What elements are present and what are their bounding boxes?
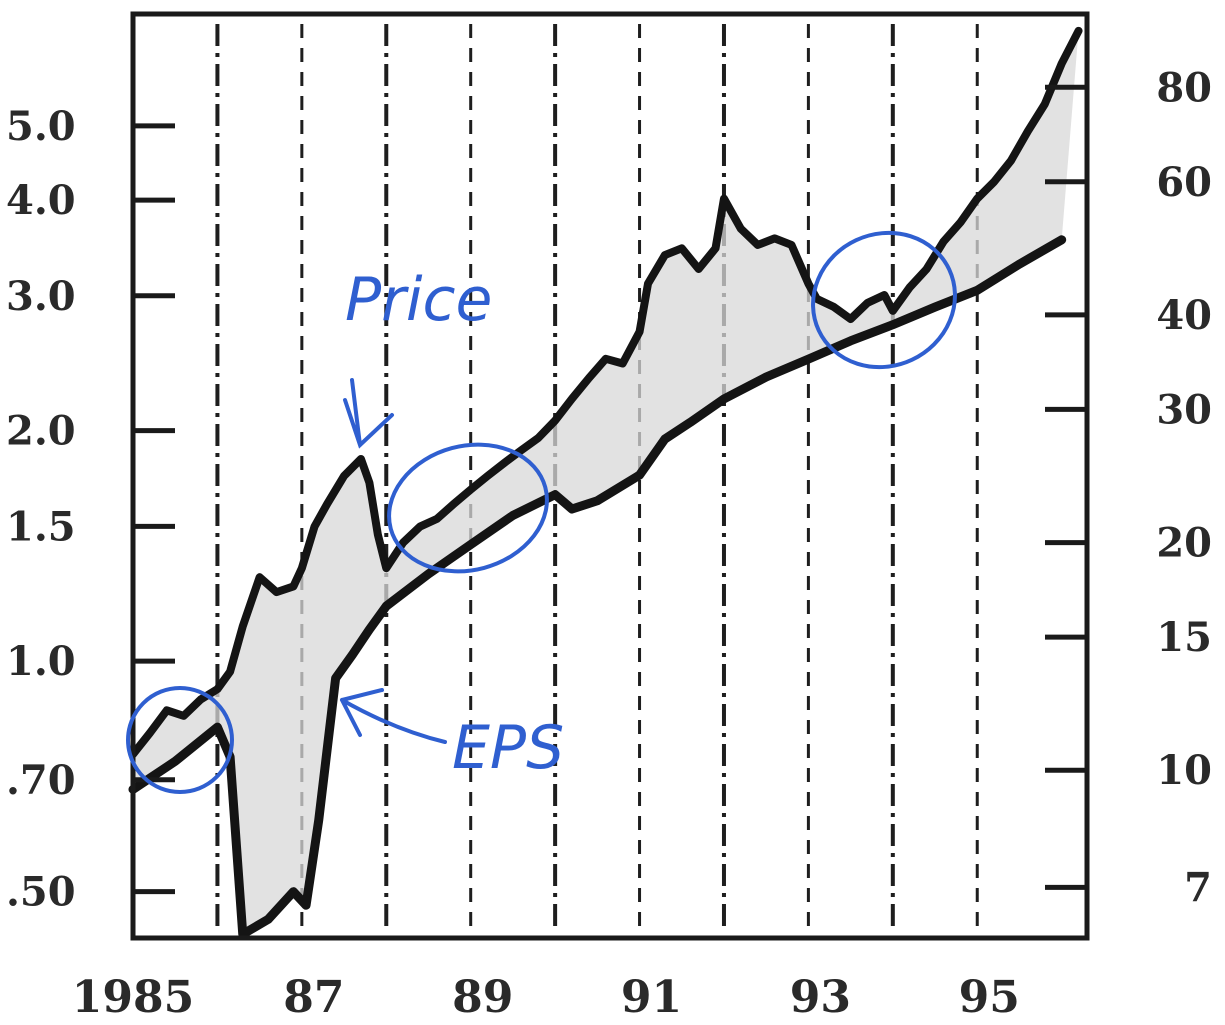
right-tick-label: 20 — [1156, 520, 1212, 567]
left-axis: 5.0 4.0 3.0 2.0 1.5 1.0 .70 .50 — [6, 103, 175, 916]
series-price-line — [129, 26, 1083, 759]
series-lines — [128, 26, 1083, 939]
right-tick-label: 80 — [1156, 64, 1212, 111]
left-tick-label: 2.0 — [6, 408, 76, 455]
right-tick-label: 7 — [1184, 864, 1212, 911]
right-tick-label: 40 — [1156, 292, 1212, 339]
x-tick-label: 93 — [790, 972, 851, 1023]
price-annotation-label: Price — [345, 265, 492, 335]
x-tick-label: 87 — [283, 972, 344, 1023]
x-tick-label: 95 — [959, 972, 1020, 1023]
highlight-circle — [387, 442, 549, 574]
highlight-circle — [126, 686, 234, 794]
x-tick-label: 1985 — [72, 972, 194, 1023]
plot-frame — [130, 11, 1090, 941]
handwritten-annotations: Price EPS — [126, 230, 957, 794]
left-tick-label: 4.0 — [6, 177, 76, 224]
series-eps-line — [128, 235, 1067, 939]
x-axis: 1985 87 89 91 93 95 — [72, 972, 1020, 1023]
left-tick-label: 1.5 — [6, 503, 76, 550]
price-arrow-icon — [343, 378, 394, 449]
eps-annotation-label: EPS — [452, 713, 564, 783]
highlight-circle — [811, 230, 957, 370]
left-tick-label: 1.0 — [6, 638, 76, 685]
right-tick-label: 15 — [1156, 614, 1212, 661]
eps-arrow-icon — [340, 688, 447, 744]
left-tick-label: .70 — [6, 757, 76, 804]
right-tick-label: 10 — [1156, 747, 1212, 794]
spread-area — [133, 30, 1079, 935]
price-eps-spread-fill — [133, 30, 1079, 935]
left-tick-label: .50 — [6, 869, 76, 916]
right-tick-label: 60 — [1156, 159, 1212, 206]
right-tick-label: 30 — [1156, 386, 1212, 433]
left-tick-label: 3.0 — [6, 273, 76, 320]
x-tick-label: 89 — [452, 972, 513, 1023]
left-tick-label: 5.0 — [6, 103, 76, 150]
x-tick-label: 91 — [621, 972, 682, 1023]
right-axis: 80 60 40 30 20 15 10 7 — [1045, 64, 1212, 911]
